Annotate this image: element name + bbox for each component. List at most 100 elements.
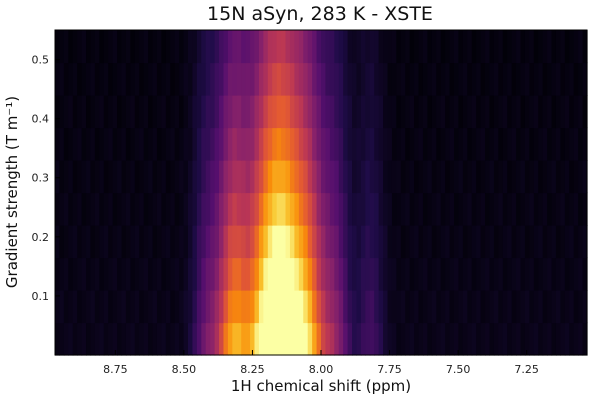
heatmap-cell — [547, 322, 553, 356]
heatmap-cell — [524, 257, 530, 291]
heatmap-cell — [272, 290, 278, 324]
heatmap-cell — [258, 257, 264, 291]
heatmap-cell — [524, 160, 530, 194]
heatmap-cell — [462, 192, 468, 226]
heatmap-cell — [467, 290, 473, 324]
heatmap-cell — [489, 62, 495, 96]
heatmap-cell — [516, 192, 522, 226]
heatmap-cell — [99, 192, 105, 226]
heatmap-cell — [294, 160, 300, 194]
heatmap-cell — [422, 290, 428, 324]
heatmap-cell — [174, 290, 180, 324]
heatmap-cell — [303, 225, 309, 259]
heatmap-cell — [134, 62, 140, 96]
heatmap-cell — [258, 160, 264, 194]
heatmap-cell — [267, 62, 273, 96]
heatmap-cell — [427, 95, 433, 129]
heatmap-cell — [405, 160, 411, 194]
heatmap-cell — [139, 225, 145, 259]
heatmap-cell — [356, 257, 362, 291]
heatmap-cell — [281, 225, 287, 259]
heatmap-cell — [383, 192, 389, 226]
heatmap-cell — [334, 95, 340, 129]
heatmap-cell — [573, 192, 579, 226]
heatmap-cell — [99, 290, 105, 324]
heatmap-cell — [219, 95, 225, 129]
heatmap-cell — [236, 290, 242, 324]
heatmap-cell — [241, 30, 247, 64]
heatmap-cell — [431, 62, 437, 96]
x-tick-label: 8.00 — [309, 363, 334, 376]
heatmap-cell — [387, 225, 393, 259]
heatmap-cell — [227, 95, 233, 129]
heatmap-cell — [59, 257, 65, 291]
heatmap-cell — [227, 127, 233, 161]
heatmap-cell — [77, 257, 83, 291]
heatmap-cell — [533, 160, 539, 194]
heatmap-cell — [77, 225, 83, 259]
heatmap-cell — [547, 62, 553, 96]
heatmap-cell — [241, 62, 247, 96]
heatmap-cell — [516, 95, 522, 129]
heatmap-cell — [560, 62, 566, 96]
heatmap-cell — [573, 127, 579, 161]
heatmap-cell — [130, 290, 136, 324]
heatmap-cell — [445, 160, 451, 194]
heatmap-cell — [533, 62, 539, 96]
heatmap-cell — [578, 322, 584, 356]
heatmap-cell — [529, 160, 535, 194]
heatmap-cell — [560, 257, 566, 291]
heatmap-cell — [485, 95, 491, 129]
heatmap-cell — [560, 225, 566, 259]
heatmap-cell — [72, 160, 78, 194]
heatmap-cell — [165, 127, 171, 161]
heatmap-cell — [338, 225, 344, 259]
heatmap-cell — [143, 257, 149, 291]
heatmap-cell — [90, 322, 96, 356]
heatmap-cell — [329, 192, 335, 226]
heatmap-cell — [134, 127, 140, 161]
heatmap-cell — [316, 257, 322, 291]
heatmap-cell — [485, 257, 491, 291]
heatmap-cell — [511, 257, 517, 291]
heatmap-cell — [227, 257, 233, 291]
heatmap-cell — [108, 30, 114, 64]
heatmap-cell — [338, 257, 344, 291]
heatmap-cell — [321, 95, 327, 129]
heatmap-cell — [183, 225, 189, 259]
heatmap-cell — [436, 62, 442, 96]
heatmap-cell — [334, 257, 340, 291]
heatmap-cell — [564, 290, 570, 324]
heatmap-cell — [245, 290, 251, 324]
heatmap-cell — [94, 225, 100, 259]
heatmap-cell — [307, 127, 313, 161]
heatmap-cell — [174, 62, 180, 96]
heatmap-cell — [316, 290, 322, 324]
heatmap-cell — [289, 322, 295, 356]
heatmap-cell — [529, 127, 535, 161]
heatmap-cell — [77, 62, 83, 96]
heatmap-cell — [511, 62, 517, 96]
heatmap-cell — [360, 225, 366, 259]
heatmap-cell — [179, 257, 185, 291]
heatmap-cell — [524, 322, 530, 356]
y-tick-label: 0.1 — [32, 290, 50, 303]
heatmap-cell — [578, 257, 584, 291]
heatmap-cell — [254, 30, 260, 64]
heatmap-cell — [276, 290, 282, 324]
heatmap-cell — [414, 322, 420, 356]
heatmap-cell — [307, 160, 313, 194]
heatmap-cell — [130, 30, 136, 64]
heatmap-cell — [524, 290, 530, 324]
heatmap-cell — [219, 127, 225, 161]
heatmap-cell — [520, 322, 526, 356]
heatmap-cell — [63, 322, 69, 356]
heatmap-cell — [117, 290, 123, 324]
heatmap-cell — [391, 290, 397, 324]
heatmap-cell — [502, 257, 508, 291]
heatmap-cell — [267, 290, 273, 324]
heatmap-cell — [352, 62, 358, 96]
heatmap-cell — [245, 62, 251, 96]
heatmap-cell — [250, 95, 256, 129]
heatmap-cell — [94, 127, 100, 161]
